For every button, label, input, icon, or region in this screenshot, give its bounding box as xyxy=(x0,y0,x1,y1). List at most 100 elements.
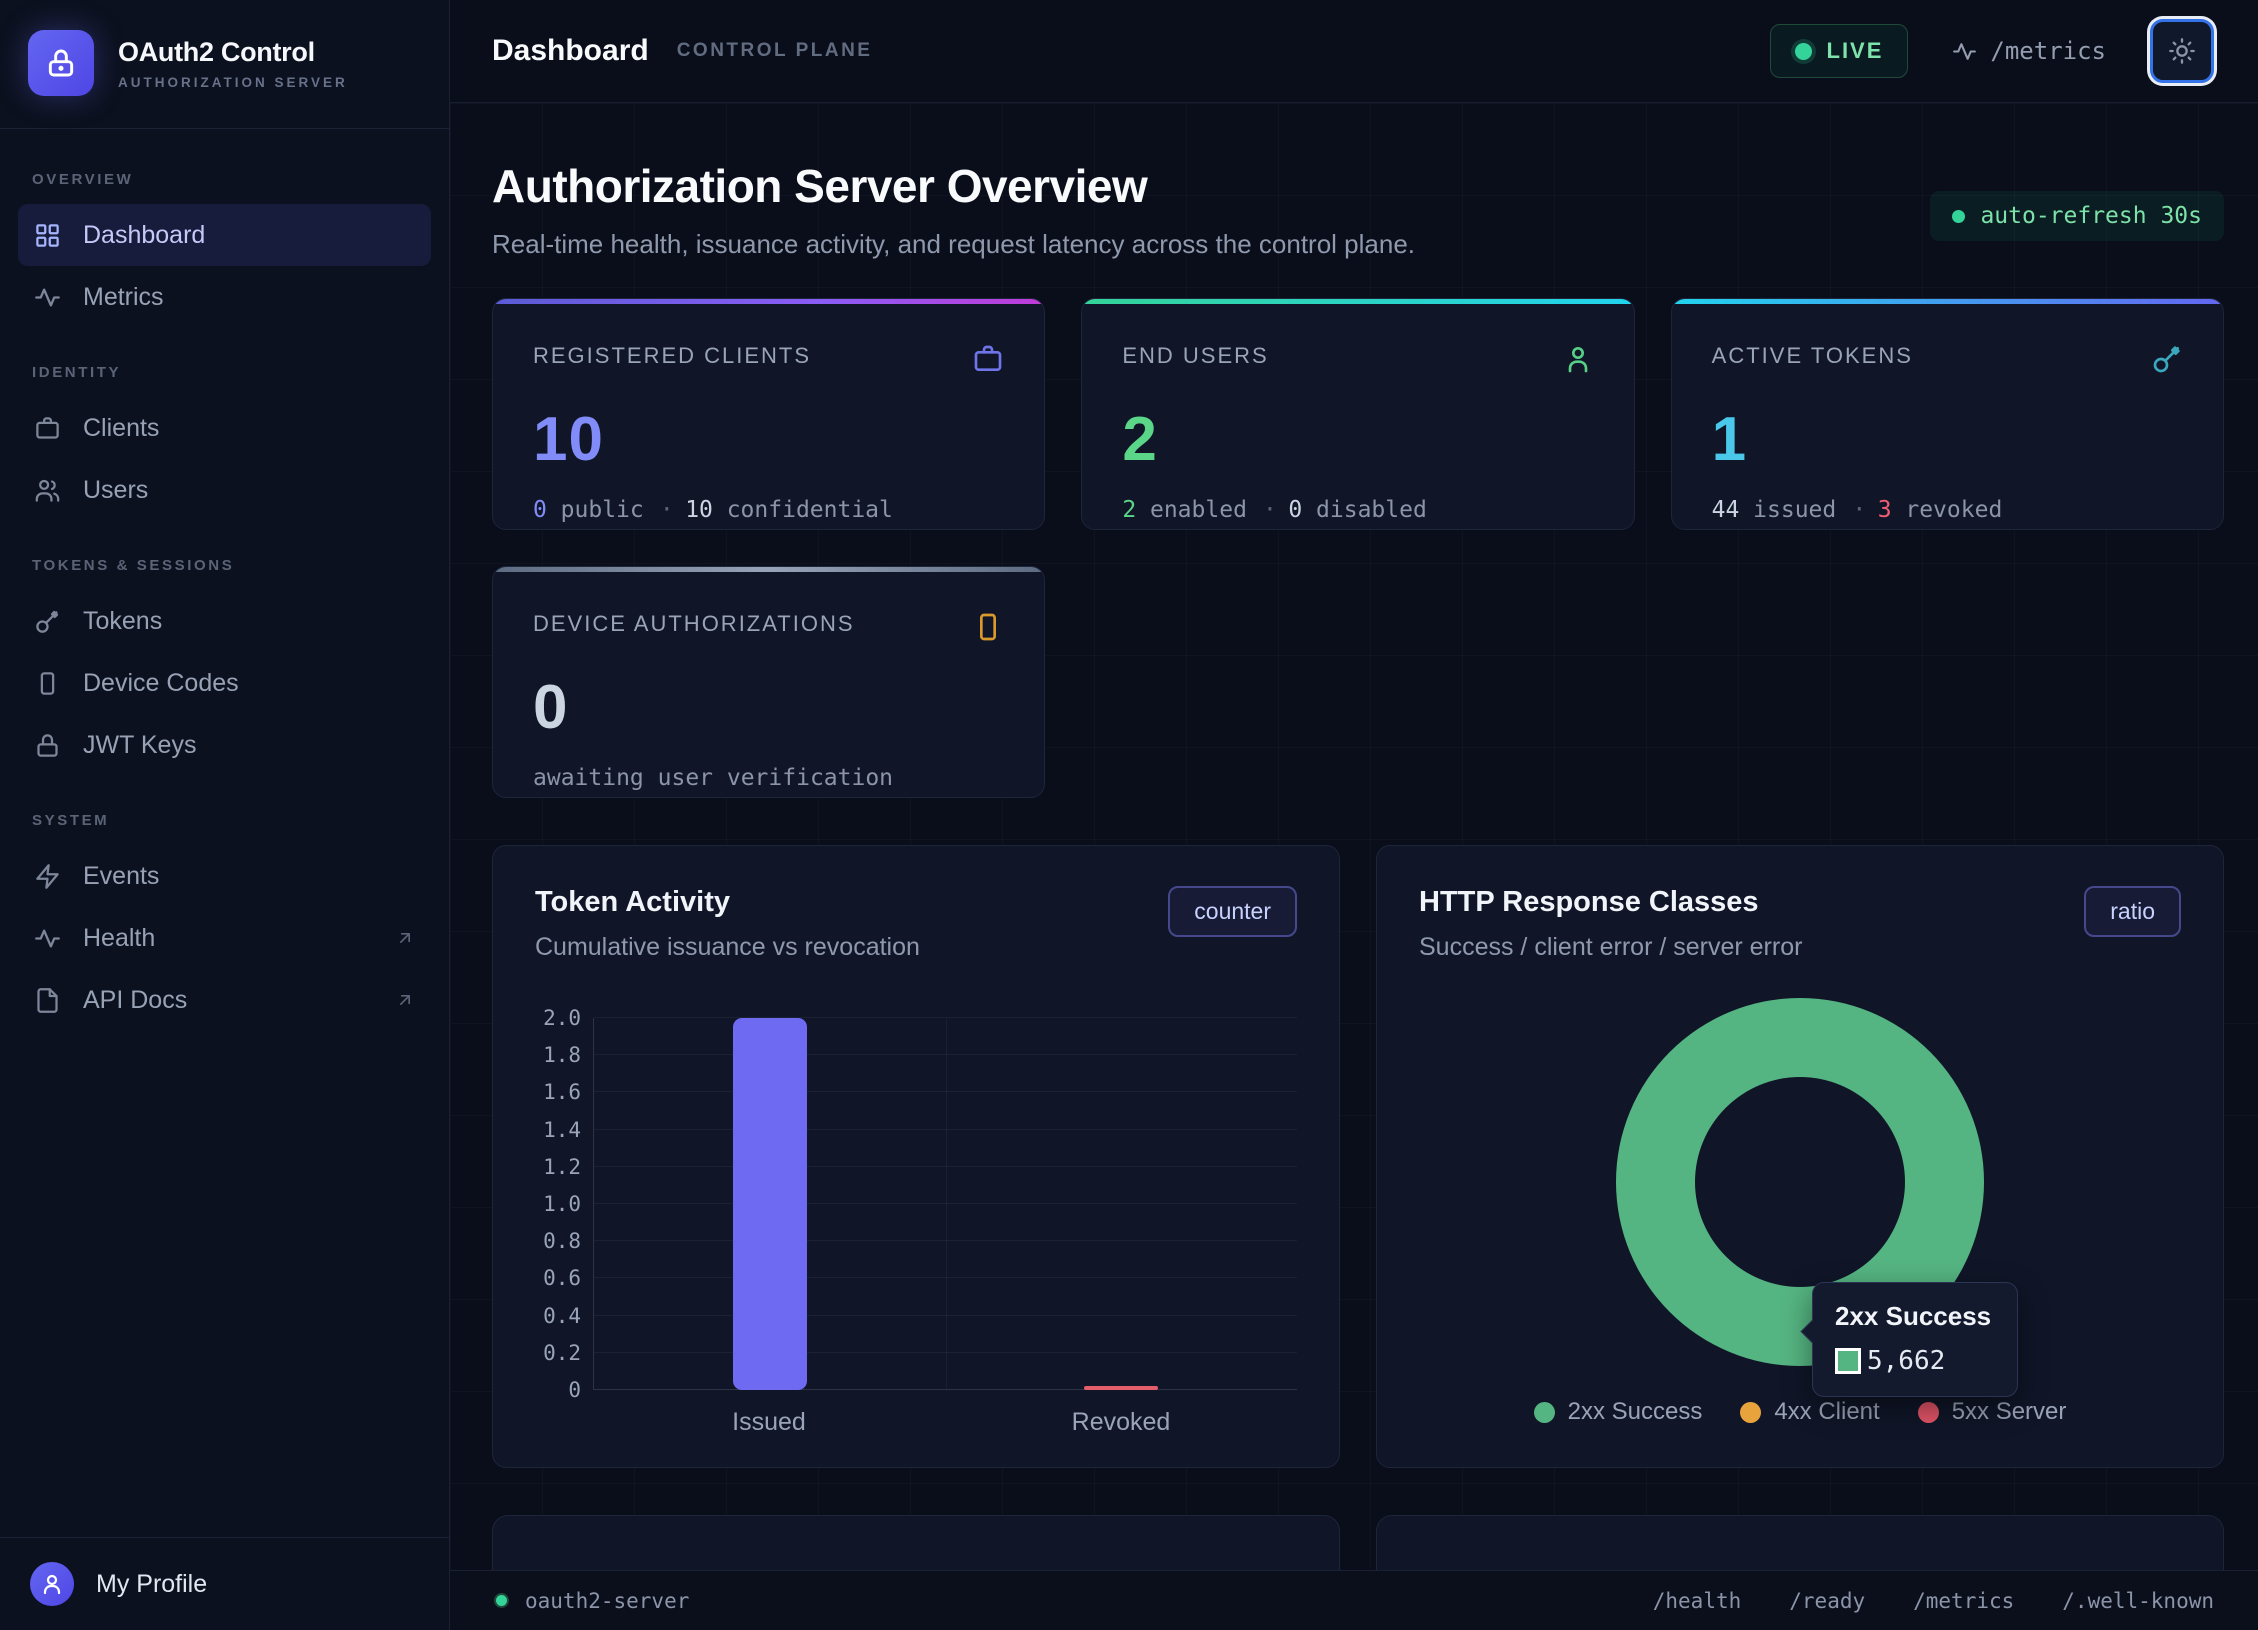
live-label: LIVE xyxy=(1827,38,1884,64)
live-dot-icon xyxy=(1795,43,1812,60)
http-response-card: HTTP Response Classes Success / client e… xyxy=(1376,845,2224,1468)
stat-card-device-authorizations: DEVICE AUTHORIZATIONS 0 awaiting user ve… xyxy=(492,566,1045,798)
y-axis-tick: 0.6 xyxy=(543,1266,581,1290)
activity-icon xyxy=(34,925,61,952)
sidebar-item-label: Tokens xyxy=(83,607,162,636)
tooltip-title: 2xx Success xyxy=(1835,1301,1991,1332)
footer-link[interactable]: /.well-known xyxy=(2062,1589,2214,1613)
activity-icon xyxy=(1952,39,1977,64)
theme-toggle-button[interactable] xyxy=(2150,19,2214,83)
y-axis-tick: 0 xyxy=(568,1378,581,1402)
server-status-dot-icon xyxy=(494,1593,509,1608)
stat-detail-segment: enabled xyxy=(1150,497,1247,523)
y-axis-tick: 1.8 xyxy=(543,1043,581,1067)
legend-item: 2xx Success xyxy=(1534,1398,1703,1426)
legend-label: 5xx Server xyxy=(1952,1398,2067,1426)
tooltip-value: 5,662 xyxy=(1867,1346,1945,1376)
stat-value: 10 xyxy=(533,404,1004,475)
sidebar-item-dashboard[interactable]: Dashboard xyxy=(18,204,431,266)
brand: OAuth2 Control AUTHORIZATION SERVER xyxy=(0,0,449,129)
y-axis-tick: 0.2 xyxy=(543,1341,581,1365)
peek-row xyxy=(492,1515,2224,1570)
y-axis-tick: 0.4 xyxy=(543,1304,581,1328)
zap-icon xyxy=(34,863,61,890)
user-avatar-icon xyxy=(30,1562,74,1606)
profile-label: My Profile xyxy=(96,1570,207,1599)
card-peek xyxy=(1376,1515,2224,1570)
stat-label: REGISTERED CLIENTS xyxy=(533,343,811,369)
footer-links: /health/ready/metrics /.well-known xyxy=(1653,1589,2214,1613)
donut-legend: 2xx Success4xx Client5xx Server xyxy=(1419,1398,2181,1426)
footer-link[interactable]: /health xyxy=(1653,1589,1742,1613)
sidebar-item-jwt-keys[interactable]: JWT Keys xyxy=(18,714,431,776)
card-peek xyxy=(492,1515,1340,1570)
legend-dot-icon xyxy=(1740,1402,1761,1423)
live-status-badge: LIVE xyxy=(1770,24,1909,78)
footer-link[interactable]: /metrics xyxy=(1913,1589,2014,1613)
stat-card-active-tokens: ACTIVE TOKENS 1 44issued·3revoked xyxy=(1671,298,2224,530)
legend-dot-icon xyxy=(1534,1402,1555,1423)
sidebar-item-clients[interactable]: Clients xyxy=(18,397,431,459)
footer-link[interactable]: /ready xyxy=(1789,1589,1865,1613)
metrics-link[interactable]: /metrics xyxy=(1952,37,2106,65)
x-axis-label: Issued xyxy=(593,1408,945,1437)
counter-badge[interactable]: counter xyxy=(1168,886,1297,937)
sidebar-item-label: Events xyxy=(83,862,159,891)
refresh-dot-icon xyxy=(1952,210,1965,223)
nav-section-label: TOKENS & SESSIONS xyxy=(32,557,417,574)
stat-detail-segment: 0 xyxy=(533,497,547,523)
sidebar-item-label: Clients xyxy=(83,414,159,443)
topbar: Dashboard CONTROL PLANE LIVE /metrics xyxy=(450,0,2258,103)
sidebar-item-device-codes[interactable]: Device Codes xyxy=(18,652,431,714)
stat-detail-segment: · xyxy=(660,497,674,523)
sidebar-item-users[interactable]: Users xyxy=(18,459,431,521)
y-axis-tick: 1.0 xyxy=(543,1192,581,1216)
sidebar-item-label: Dashboard xyxy=(83,221,205,250)
stat-detail-segment: 2 xyxy=(1122,497,1136,523)
card-accent xyxy=(1672,299,2223,304)
sidebar-item-api-docs[interactable]: API Docs xyxy=(18,969,431,1031)
stat-detail-segment: 0 xyxy=(1288,497,1302,523)
legend-label: 2xx Success xyxy=(1568,1398,1703,1426)
nav-section-label: OVERVIEW xyxy=(32,171,417,188)
overview-subtitle: Real-time health, issuance activity, and… xyxy=(492,229,1415,260)
stat-label: END USERS xyxy=(1122,343,1268,369)
sidebar-item-events[interactable]: Events xyxy=(18,845,431,907)
sidebar-item-health[interactable]: Health xyxy=(18,907,431,969)
y-axis-tick: 1.6 xyxy=(543,1080,581,1104)
auto-refresh-badge: auto-refresh 30s xyxy=(1930,191,2224,241)
status-footer: oauth2-server /health/ready/metrics /.wel… xyxy=(450,1570,2258,1630)
server-name: oauth2-server xyxy=(525,1589,689,1613)
stat-detail-segment: · xyxy=(1852,497,1866,523)
grid-icon xyxy=(34,222,61,249)
ratio-badge[interactable]: ratio xyxy=(2084,886,2181,937)
stat-value: 2 xyxy=(1122,404,1593,475)
sidebar-item-metrics[interactable]: Metrics xyxy=(18,266,431,328)
stat-label: DEVICE AUTHORIZATIONS xyxy=(533,611,855,637)
bar-chart-xlabels: IssuedRevoked xyxy=(593,1408,1297,1437)
page-title: Dashboard xyxy=(492,34,649,68)
dashboard-content: Authorization Server Overview Real-time … xyxy=(450,103,2258,1570)
y-axis-tick: 1.2 xyxy=(543,1155,581,1179)
stat-detail-segment: · xyxy=(1263,497,1277,523)
overview-title: Authorization Server Overview xyxy=(492,159,1415,213)
smartphone-icon xyxy=(972,611,1004,648)
profile-button[interactable]: My Profile xyxy=(0,1537,449,1630)
auto-refresh-label: auto-refresh 30s xyxy=(1980,203,2202,229)
nav-section-label: SYSTEM xyxy=(32,812,417,829)
bar-chart-yaxis: 2.01.81.61.41.21.00.80.60.40.20 xyxy=(535,1018,593,1390)
sidebar-item-tokens[interactable]: Tokens xyxy=(18,590,431,652)
y-axis-tick: 2.0 xyxy=(543,1006,581,1030)
chart-tooltip: 2xx Success 5,662 xyxy=(1812,1282,2018,1397)
bar-issued xyxy=(733,1018,807,1390)
sidebar-item-label: Health xyxy=(83,924,155,953)
token-activity-card: Token Activity Cumulative issuance vs re… xyxy=(492,845,1340,1468)
stat-detail-segment: disabled xyxy=(1316,497,1427,523)
sidebar-item-label: Users xyxy=(83,476,148,505)
user-icon xyxy=(1562,343,1594,380)
stat-detail-segment: awaiting user verification xyxy=(533,765,893,791)
activity-icon xyxy=(34,284,61,311)
brand-title: OAuth2 Control xyxy=(118,37,348,68)
charts-grid: Token Activity Cumulative issuance vs re… xyxy=(492,845,2224,1468)
stat-card-registered-clients: REGISTERED CLIENTS 10 0public·10confiden… xyxy=(492,298,1045,530)
